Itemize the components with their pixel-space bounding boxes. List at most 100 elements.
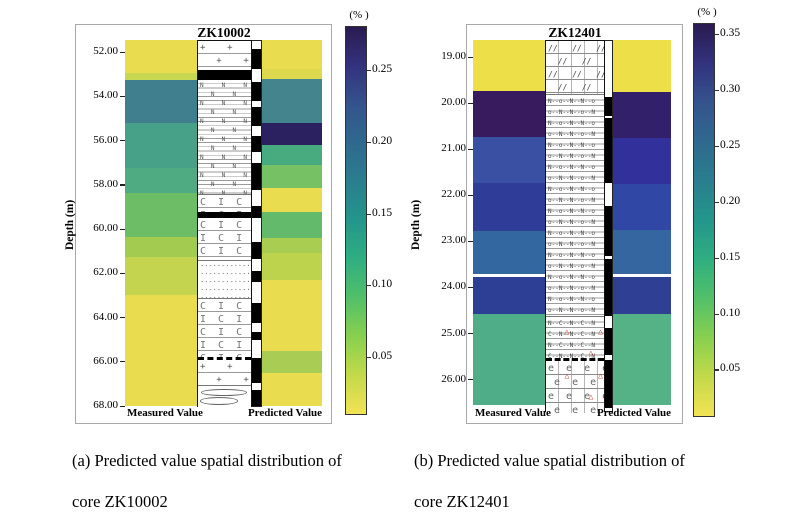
- lithology-pattern-glyphs: -·-··-·-··-·- ··-·-··-·-··- -·-··-·-··-·…: [200, 261, 251, 298]
- red-triangle-overlay: △ △ △ △ △ △: [564, 370, 603, 413]
- separator-line: [473, 274, 545, 278]
- measured-band: [473, 277, 545, 315]
- colorbar-tick-mark: [367, 213, 371, 215]
- core-recovery-bar: [252, 303, 261, 323]
- lithology-pattern-glyphs: N--C--N--C--N C--N--N--C--N N--C--N--C--…: [548, 320, 595, 358]
- core-recovery-bar: [252, 358, 261, 383]
- caption-a-line2: core ZK10002: [72, 492, 168, 511]
- colorbar-tick-label: 0.25: [372, 62, 393, 75]
- predicted-band: [262, 68, 322, 79]
- lithology-column: + + + + + + + + + + N N N N N N N N N N …: [197, 40, 252, 409]
- measured-band: [473, 40, 545, 91]
- core-recovery-bar: [605, 205, 612, 257]
- colorbar-tick-mark: [715, 145, 719, 147]
- colorbar-tick-label: 0.15: [720, 250, 741, 263]
- colorbar-tick-mark: [715, 257, 719, 259]
- depth-tick-mark: [468, 194, 473, 196]
- depth-tick-mark: [120, 361, 125, 363]
- lithology-interval-silty-mudstone-lines: N N N N N N N N N N N N N N N N N N N N …: [198, 79, 251, 194]
- lithology-interval-lens-nodular: [198, 384, 251, 409]
- lithology-interval-anhydrite-dagger: + + + + + + + + + +: [198, 41, 251, 70]
- measured-band: [125, 168, 197, 193]
- depth-tick-mark: [468, 102, 473, 104]
- lithology-interval-brick-e-red: e e e e e e e e e e e e e e e e e e △ △ …: [546, 357, 604, 413]
- measured-band: [473, 314, 545, 405]
- measured-band: [473, 90, 545, 137]
- core-recovery-bar: [252, 270, 261, 283]
- depth-tick-mark: [120, 317, 125, 319]
- core-recovery-bar: [605, 117, 612, 184]
- predicted-band: [613, 277, 671, 315]
- depth-tick-label: 19.00: [441, 50, 466, 63]
- measured-band: [125, 192, 197, 237]
- predicted-band: [262, 78, 322, 123]
- lithology-pattern-glyphs: + + + + + + + + + +: [200, 43, 249, 70]
- measured-band: [125, 40, 197, 74]
- colorbar-b: [693, 23, 715, 417]
- caption-a-line1: (a) Predicted value spatial distribution…: [72, 451, 342, 470]
- lithology-interval-lines-o-n: N--o--N--N--o o--N--N--o--N N--o--N--N--…: [546, 93, 604, 317]
- measured-band: [473, 182, 545, 232]
- colorbar-unit-label: (% ): [697, 6, 717, 18]
- depth-tick-mark: [468, 286, 473, 289]
- measured-value-label: Measured Value: [127, 407, 203, 419]
- colorbar-tick-label: 0.35: [720, 26, 741, 39]
- predicted-band: [262, 253, 322, 280]
- lithology-interval-anhydrite-dagger: + + + + + + + + + +: [198, 357, 251, 385]
- lens-shape: [199, 397, 238, 405]
- predicted-band: [613, 40, 671, 92]
- depth-tick-mark: [120, 51, 125, 53]
- depth-tick-label: 62.00: [93, 266, 118, 279]
- depth-tick-label: 66.00: [93, 354, 118, 367]
- lithology-interval-black-band: [198, 69, 251, 80]
- core-recovery-bar: [252, 242, 261, 259]
- lithology-interval-lines-n-c-red: N--C--N--C--N C--N--N--C--N N--C--N--C--…: [546, 316, 604, 358]
- core-recovery-bar: [252, 107, 261, 127]
- colorbar-unit-label: (% ): [349, 9, 369, 21]
- predicted-value-label: Predicted Value: [596, 407, 671, 419]
- depth-tick-mark: [120, 184, 125, 186]
- measured-band: [473, 136, 545, 183]
- colorbar-tick-label: 0.10: [372, 278, 393, 291]
- depth-tick-label: 60.00: [93, 222, 118, 235]
- caption-b-line1: (b) Predicted value spatial distribution…: [414, 451, 685, 470]
- panel-frame-a: [75, 24, 332, 424]
- colorbar-tick-label: 0.05: [372, 350, 393, 363]
- core-recovery-bar: [252, 390, 261, 406]
- core-recovery-strip: [605, 40, 613, 412]
- predicted-band: [613, 229, 671, 275]
- depth-tick-mark: [468, 240, 473, 243]
- measured-band: [125, 122, 197, 169]
- panel-title-b: ZK12401: [548, 25, 602, 40]
- colorbar-tick-label: 0.20: [372, 134, 393, 147]
- core-recovery-bar: [252, 81, 261, 101]
- colorbar-tick-mark: [715, 89, 719, 91]
- lithology-pattern-glyphs: N--o--N--N--o o--N--N--o--N N--o--N--N--…: [548, 97, 595, 314]
- colorbar-tick-label: 0.25: [720, 138, 741, 151]
- predicted-band: [262, 145, 322, 165]
- lithology-pattern-glyphs: C I C I I C I C C I C I I C I C C I C I …: [200, 300, 243, 358]
- measured-band: [125, 79, 197, 123]
- depth-tick-mark: [120, 405, 125, 407]
- predicted-value-label: Predicted Value: [247, 407, 322, 419]
- colorbar-a: [345, 26, 367, 415]
- core-recovery-bar: [252, 48, 261, 69]
- depth-tick-label: 26.00: [441, 372, 466, 385]
- colorbar-tick-mark: [715, 33, 719, 35]
- depth-tick-label: 54.00: [93, 89, 118, 102]
- lithology-pattern-glyphs: + + + + + + + + + +: [200, 362, 249, 385]
- core-recovery-bar: [605, 359, 612, 409]
- depth-tick-mark: [468, 379, 473, 381]
- depth-tick-label: 24.00: [441, 280, 466, 293]
- lithology-column: // // // // // // // // // // // // // /…: [545, 40, 605, 413]
- measured-band: [473, 231, 545, 275]
- core-recovery-bar: [252, 162, 261, 191]
- colorbar-tick-mark: [715, 369, 719, 371]
- predicted-band: [262, 372, 322, 406]
- predicted-band: [262, 122, 322, 146]
- predicted-band: [613, 183, 671, 230]
- lithology-pattern-glyphs: e e e e e e e e e e e e e e e e e e: [548, 362, 604, 413]
- predicted-band: [262, 188, 322, 213]
- colorbar-tick-label: 0.20: [720, 194, 741, 207]
- core-recovery-strip: [252, 40, 262, 408]
